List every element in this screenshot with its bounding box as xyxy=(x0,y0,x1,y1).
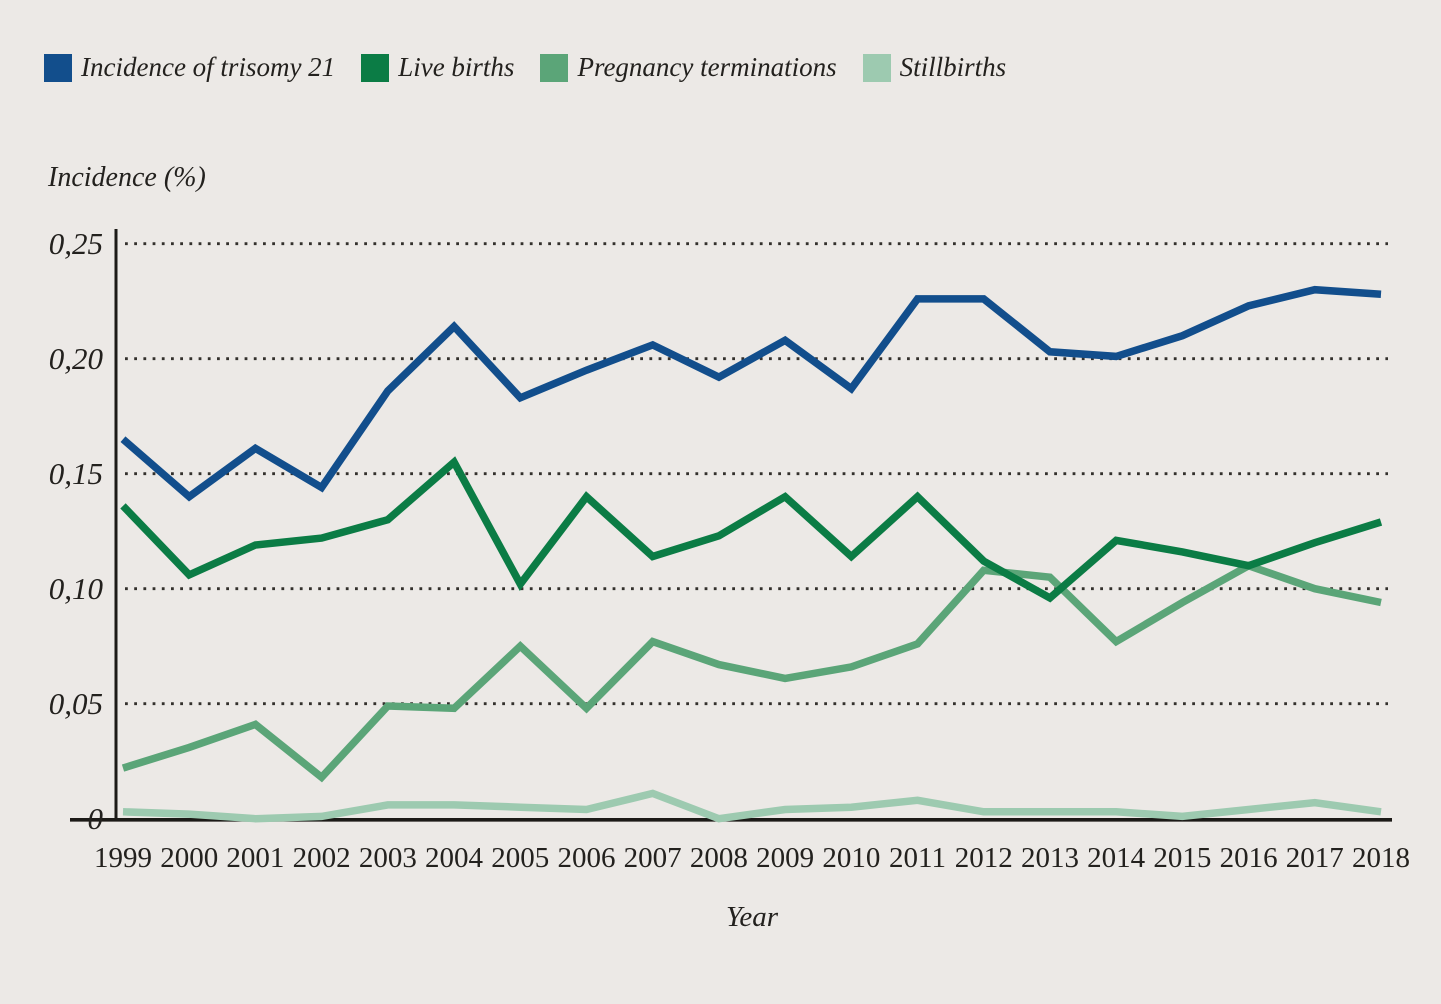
y-tick-label-0,10: 0,10 xyxy=(48,570,103,606)
x-tick-label-2000: 2000 xyxy=(160,842,219,874)
legend-item-stillbirths: Stillbirths xyxy=(862,52,1007,83)
legend-swatch-live-births xyxy=(361,53,390,82)
legend-swatch-stillbirths xyxy=(862,53,891,82)
legend-swatch-incidence-of-trisomy-21 xyxy=(44,53,72,82)
x-tick-label-2007: 2007 xyxy=(623,842,682,874)
x-tick-label-2006: 2006 xyxy=(557,842,616,874)
x-tick-label-2009: 2009 xyxy=(756,842,815,874)
y-tick-label-0,20: 0,20 xyxy=(48,340,103,376)
x-tick-label-2005: 2005 xyxy=(491,842,550,874)
x-tick-label-2004: 2004 xyxy=(425,842,484,874)
y-tick-label-0,05: 0,05 xyxy=(48,685,103,721)
x-tick-label-2014: 2014 xyxy=(1087,842,1146,874)
x-tick-label-2015: 2015 xyxy=(1153,842,1212,874)
x-tick-label-1999: 1999 xyxy=(94,842,152,874)
x-tick-label-2016: 2016 xyxy=(1219,842,1278,874)
x-tick-label-2012: 2012 xyxy=(954,842,1013,874)
x-tick-label-2001: 2001 xyxy=(226,842,285,874)
x-tick-label-2010: 2010 xyxy=(822,842,881,874)
series-line-pregnancy-terminations xyxy=(121,561,1382,783)
x-tick-label-2018: 2018 xyxy=(1351,842,1410,874)
y-tick-label-0: 0 xyxy=(87,800,104,836)
legend-label-stillbirths: Stillbirths xyxy=(899,52,1007,82)
x-tick-label-2011: 2011 xyxy=(889,842,946,874)
y-tick-label-0,25: 0,25 xyxy=(48,225,103,261)
legend-item-live-births: Live births xyxy=(361,52,514,83)
x-axis-title: Year xyxy=(725,901,779,933)
legend-label-live-births: Live births xyxy=(398,52,515,82)
x-tick-label-2008: 2008 xyxy=(689,842,748,874)
y-axis-title: Incidence (%) xyxy=(48,162,206,193)
x-tick-label-2002: 2002 xyxy=(292,842,351,874)
chart-legend: Incidence of trisomy 21 Live births Pregna… xyxy=(44,52,1006,83)
series-line-incidence-of-trisomy-21 xyxy=(120,285,1382,502)
series-line-live-births xyxy=(120,456,1383,603)
legend-swatch-pregnancy-terminations xyxy=(540,53,569,82)
legend-item-incidence-of-trisomy-21: Incidence of trisomy 21 xyxy=(44,52,335,83)
legend-label-incidence-of-trisomy-21: Incidence of trisomy 21 xyxy=(81,52,336,82)
legend-item-pregnancy-terminations: Pregnancy terminations xyxy=(540,52,837,83)
x-tick-label-2013: 2013 xyxy=(1020,842,1079,874)
y-tick-label-0,15: 0,15 xyxy=(48,455,103,491)
x-tick-label-2017: 2017 xyxy=(1285,842,1344,874)
legend-label-pregnancy-terminations: Pregnancy terminations xyxy=(577,52,837,82)
series-line-stillbirths xyxy=(122,789,1382,823)
x-tick-label-2003: 2003 xyxy=(358,842,417,874)
